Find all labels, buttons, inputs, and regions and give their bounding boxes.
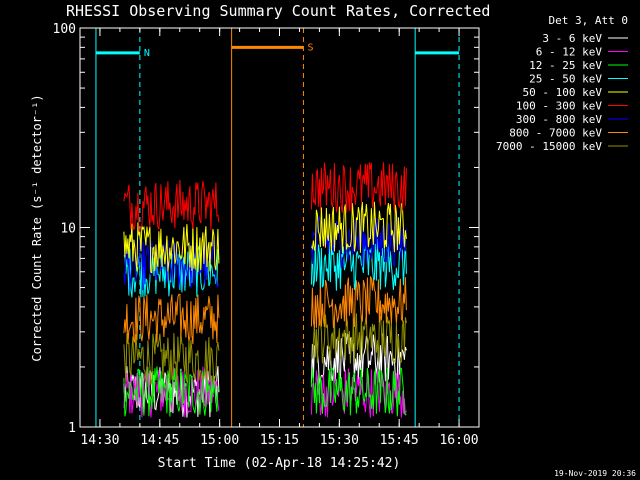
legend-header: Det 3, Att 0: [549, 14, 628, 27]
flag-label: N: [144, 48, 150, 59]
series-trace: [310, 366, 407, 417]
x-tick-label: 16:00: [439, 433, 478, 448]
flag-bars: NS: [95, 42, 460, 59]
series-trace: [310, 238, 407, 291]
series-trace: [310, 313, 407, 364]
x-tick-label: 15:45: [380, 433, 419, 448]
legend-label: 3 - 6 keV: [542, 32, 602, 45]
y-tick-label: 100: [53, 22, 76, 37]
y-tick-label: 10: [60, 222, 76, 237]
y-axis-label: Corrected Count Rate (s⁻¹ detector⁻¹): [30, 94, 44, 361]
legend-label: 25 - 50 keV: [529, 73, 602, 86]
series-trace: [310, 368, 407, 418]
x-tick-label: 15:15: [260, 433, 299, 448]
legend-label: 12 - 25 keV: [529, 59, 602, 72]
series-trace: [123, 238, 220, 291]
footer-date: 19-Nov-2019 20:36: [554, 469, 636, 478]
series-trace: [310, 275, 407, 328]
legend-label: 800 - 7000 keV: [509, 127, 602, 140]
series-trace: [123, 333, 220, 385]
legend-label: 6 - 12 keV: [536, 46, 603, 59]
series-trace: [123, 293, 220, 345]
axes: 14:30 14:45 15:00 15:15 15:30 15:45 16:00 1 10 10…: [53, 22, 480, 448]
series-trace: [310, 201, 407, 253]
vertical-markers: [95, 28, 460, 427]
x-axis-label: Start Time (02-Apr-18 14:25:42): [158, 456, 401, 471]
chart-title: RHESSI Observing Summary Count Rates, Co…: [66, 2, 490, 20]
x-tick-label: 15:00: [200, 433, 239, 448]
legend-label: 50 - 100 keV: [523, 86, 603, 99]
x-tick-label: 14:30: [80, 433, 119, 448]
y-tick-label: 1: [68, 421, 76, 436]
series-trace: [310, 332, 407, 386]
series-traces: [123, 162, 407, 418]
x-tick-label: 15:30: [320, 433, 359, 448]
series-trace: [123, 222, 220, 274]
legend-label: 100 - 300 keV: [516, 100, 602, 113]
x-tick-label: 14:45: [140, 433, 179, 448]
flag-label: S: [307, 42, 313, 53]
series-trace: [123, 179, 220, 232]
series-trace: [310, 162, 407, 213]
legend-label: 300 - 800 keV: [516, 113, 602, 126]
legend-label: 7000 - 15000 keV: [496, 140, 602, 153]
